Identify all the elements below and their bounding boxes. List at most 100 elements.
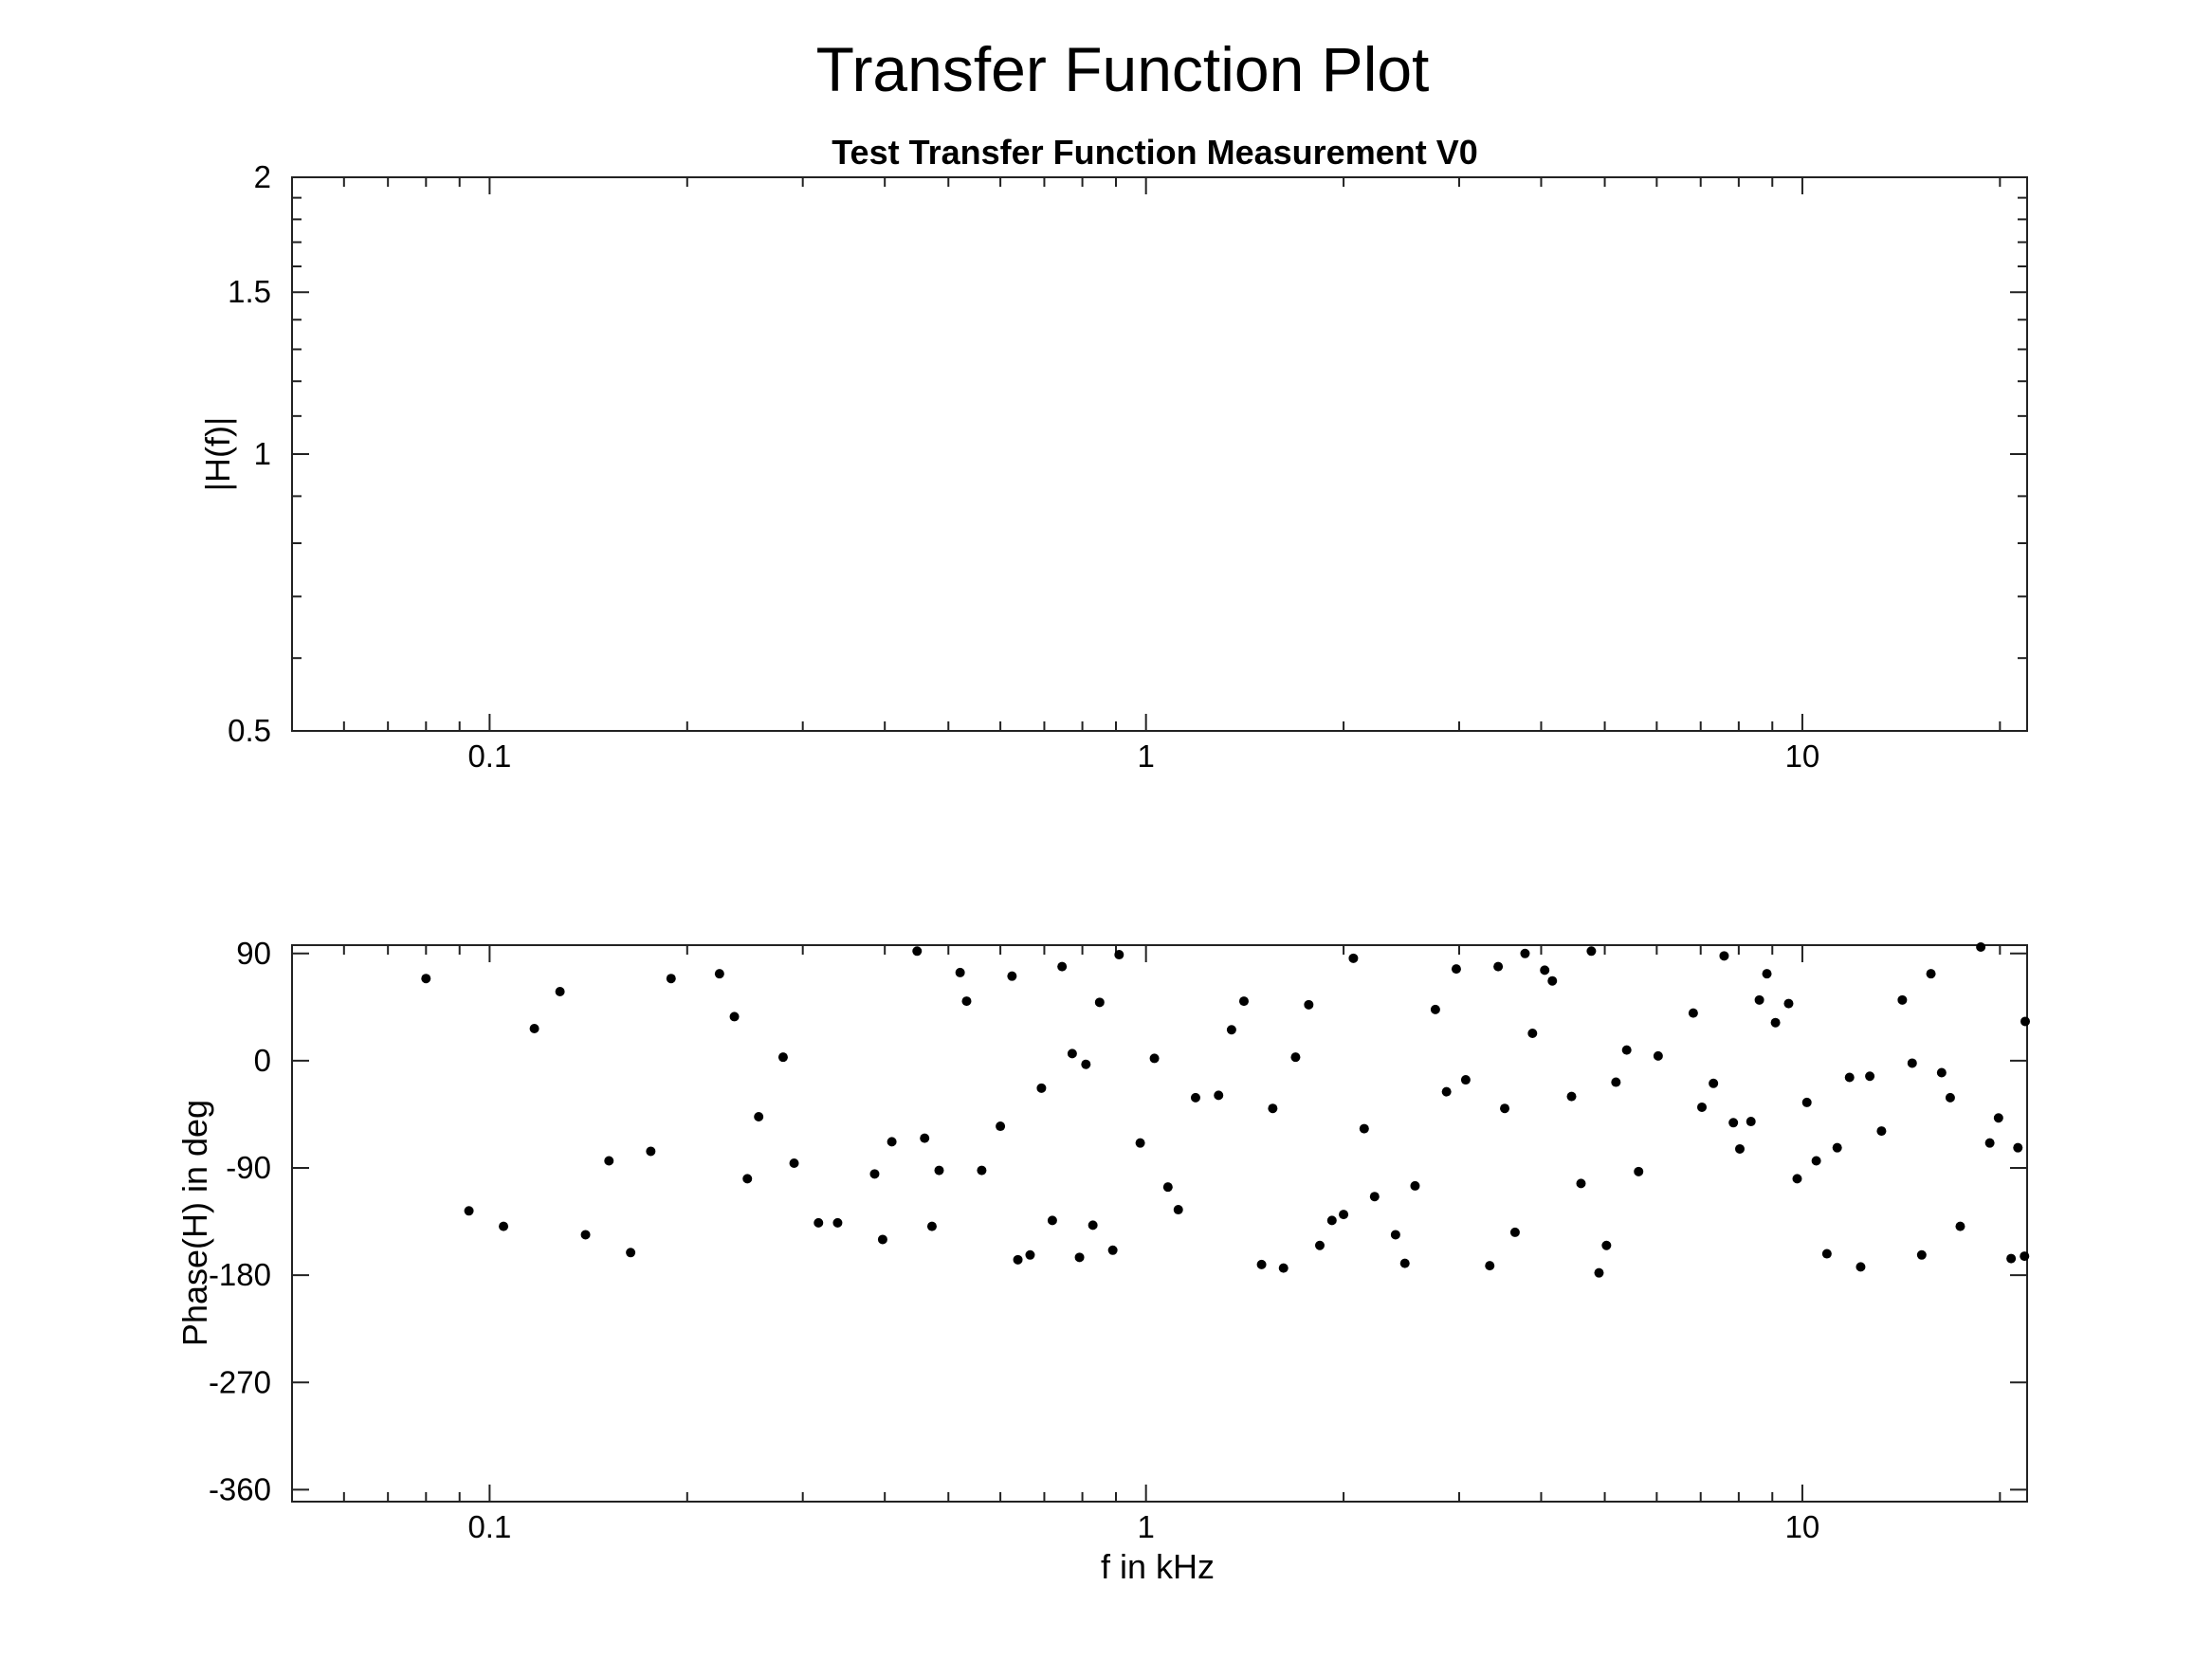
phase-data-point: [1811, 1156, 1821, 1166]
phase-axes: 0.1 1 10 90 0 -90 -180 -270 -360 Phase(H) in deg…: [175, 936, 2030, 1586]
phase-data-point: [1399, 1258, 1410, 1268]
phase-y-tick-label: -180: [209, 1257, 271, 1292]
phase-data-point: [1369, 1192, 1380, 1202]
phase-data-point: [1238, 996, 1249, 1007]
phase-data-point: [1754, 994, 1764, 1005]
phase-data-point: [996, 1121, 1006, 1132]
figure-title: Transfer Function Plot: [816, 34, 1430, 104]
phase-data-point: [789, 1158, 799, 1169]
phase-data-point: [1314, 1240, 1325, 1250]
phase-data-point: [2020, 1251, 2030, 1262]
phase-data-point: [1226, 1025, 1236, 1035]
phase-data-point: [1907, 1058, 1917, 1068]
phase-data-point: [1520, 948, 1530, 958]
phase-data-point: [1936, 1067, 1947, 1078]
phase-data-point: [421, 974, 431, 984]
magnitude-y-tick-label: 0.5: [228, 713, 271, 748]
phase-data-point: [1326, 1215, 1337, 1226]
phase-data-point: [1728, 1118, 1739, 1128]
phase-y-tick-label: -90: [226, 1150, 271, 1185]
phase-data-point: [1290, 1052, 1301, 1063]
phase-data-point: [1036, 1083, 1047, 1093]
phase-data-point: [1025, 1249, 1035, 1260]
phase-data-point: [1304, 999, 1314, 1010]
phase-data-point: [1527, 1029, 1538, 1039]
phase-data-point: [714, 969, 724, 979]
phase-data-point: [814, 1217, 824, 1228]
phase-data-point: [1792, 1174, 1802, 1184]
phase-data-point: [1801, 1097, 1812, 1107]
phase-data-point: [1611, 1077, 1621, 1087]
magnitude-ticks: [291, 176, 2027, 732]
phase-y-tick-label: 90: [236, 936, 271, 971]
phase-y-tick-label: -360: [209, 1471, 271, 1506]
phase-data-point: [1955, 1221, 1965, 1231]
phase-data-point: [1688, 1008, 1698, 1018]
phase-data-point: [877, 1234, 887, 1245]
phase-data-point: [1576, 1178, 1586, 1189]
phase-data-point: [777, 1052, 788, 1063]
magnitude-x-tick-label: 0.1: [467, 738, 511, 774]
phase-data-point: [961, 996, 972, 1007]
phase-data-point: [1926, 969, 1936, 979]
phase-data-point: [626, 1248, 636, 1258]
magnitude-tick-labels: 0.1 1 10 0.5 1 1.5 2: [228, 159, 1819, 774]
phase-data-point: [1359, 1123, 1369, 1134]
phase-data-point: [1441, 1086, 1452, 1097]
phase-x-tick-label: 1: [1137, 1509, 1154, 1544]
phase-data-point: [1348, 953, 1359, 963]
phase-data-point: [1865, 1071, 1875, 1082]
phase-plot-frame: [291, 944, 2028, 1503]
phase-data-point: [912, 946, 923, 957]
magnitude-y-tick-label: 1: [254, 436, 271, 471]
phase-data-point: [2006, 1253, 2017, 1264]
phase-data-point: [1013, 1254, 1023, 1265]
phase-data-point: [1594, 1267, 1604, 1278]
phase-data-point: [729, 1012, 740, 1022]
phase-data-point: [1460, 1075, 1471, 1085]
phase-data-point: [934, 1165, 944, 1176]
phase-data-point: [529, 1023, 539, 1033]
phase-data-point: [464, 1206, 474, 1216]
phase-tick-labels: 0.1 1 10 90 0 -90 -180 -270 -360: [209, 936, 1819, 1544]
phase-data-point: [1709, 1078, 1719, 1088]
phase-data-point: [1984, 1138, 1995, 1148]
magnitude-x-tick-label: 10: [1785, 738, 1820, 774]
phase-data-point: [1746, 1117, 1756, 1127]
phase-data-point: [1783, 998, 1794, 1009]
phase-data-point: [555, 987, 565, 997]
phase-data-point: [1832, 1142, 1842, 1153]
phase-data-point: [1719, 951, 1729, 961]
magnitude-axes: Test Transfer Function Measurement V0 0.…: [198, 133, 2028, 774]
phase-data-point: [1430, 1004, 1440, 1014]
phase-data-point: [646, 1146, 656, 1157]
phase-data-points: [421, 942, 2030, 1278]
phase-data-point: [1067, 1048, 1077, 1059]
phase-data-point: [955, 967, 965, 977]
phase-data-point: [1190, 1092, 1200, 1103]
phase-data-point: [604, 1156, 614, 1166]
phase-data-point: [1485, 1261, 1495, 1271]
phase-data-point: [1451, 964, 1461, 975]
phase-data-point: [1500, 1103, 1510, 1114]
phase-data-point: [1149, 1053, 1160, 1064]
phase-data-point: [1844, 1072, 1855, 1083]
phase-data-point: [1268, 1103, 1278, 1114]
phase-x-tick-label: 0.1: [467, 1509, 511, 1544]
phase-data-point: [1135, 1138, 1145, 1148]
phase-data-point: [1634, 1166, 1644, 1176]
phase-data-point: [1621, 1045, 1632, 1055]
phase-data-point: [1821, 1249, 1832, 1259]
phase-data-point: [1945, 1092, 1955, 1103]
phase-data-point: [1976, 942, 1986, 952]
phase-data-point: [1916, 1249, 1927, 1260]
phase-data-point: [2013, 1142, 2023, 1153]
phase-data-point: [977, 1165, 987, 1176]
phase-data-point: [1601, 1240, 1612, 1250]
phase-data-point: [1173, 1205, 1183, 1215]
magnitude-y-tick-label: 2: [254, 159, 271, 194]
phase-data-point: [832, 1217, 843, 1228]
phase-data-point: [1162, 1182, 1173, 1193]
phase-data-point: [1566, 1091, 1577, 1102]
phase-data-point: [1547, 975, 1558, 986]
